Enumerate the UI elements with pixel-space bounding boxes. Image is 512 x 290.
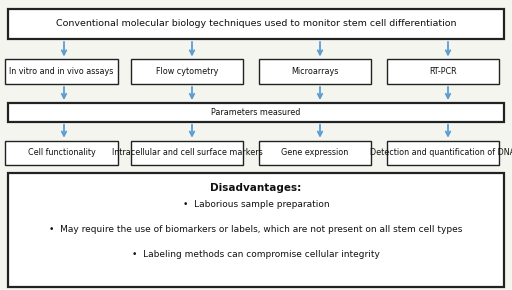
Text: Gene expression: Gene expression bbox=[281, 148, 349, 157]
Text: Disadvantages:: Disadvantages: bbox=[210, 184, 302, 193]
FancyBboxPatch shape bbox=[8, 173, 504, 287]
FancyBboxPatch shape bbox=[387, 141, 499, 165]
FancyBboxPatch shape bbox=[259, 141, 371, 165]
Text: Microarrays: Microarrays bbox=[291, 67, 338, 76]
Text: RT-PCR: RT-PCR bbox=[429, 67, 457, 76]
Text: Intracellular and cell surface markers: Intracellular and cell surface markers bbox=[112, 148, 262, 157]
FancyBboxPatch shape bbox=[259, 59, 371, 84]
Text: In vitro and in vivo assays: In vitro and in vivo assays bbox=[9, 67, 114, 76]
FancyBboxPatch shape bbox=[387, 59, 499, 84]
FancyBboxPatch shape bbox=[131, 59, 243, 84]
FancyBboxPatch shape bbox=[5, 141, 118, 165]
Text: Flow cytometry: Flow cytometry bbox=[156, 67, 218, 76]
Text: Detection and quantification of DNA: Detection and quantification of DNA bbox=[370, 148, 512, 157]
FancyBboxPatch shape bbox=[8, 103, 504, 122]
Text: Parameters measured: Parameters measured bbox=[211, 108, 301, 117]
Text: •  Laborious sample preparation: • Laborious sample preparation bbox=[183, 200, 329, 209]
FancyBboxPatch shape bbox=[8, 9, 504, 39]
Text: Cell functionality: Cell functionality bbox=[28, 148, 95, 157]
Text: •  Labeling methods can compromise cellular integrity: • Labeling methods can compromise cellul… bbox=[132, 251, 380, 260]
Text: •  May require the use of biomarkers or labels, which are not present on all ste: • May require the use of biomarkers or l… bbox=[49, 225, 463, 234]
Text: Conventional molecular biology techniques used to monitor stem cell differentiat: Conventional molecular biology technique… bbox=[56, 19, 456, 28]
FancyBboxPatch shape bbox=[5, 59, 118, 84]
FancyBboxPatch shape bbox=[131, 141, 243, 165]
